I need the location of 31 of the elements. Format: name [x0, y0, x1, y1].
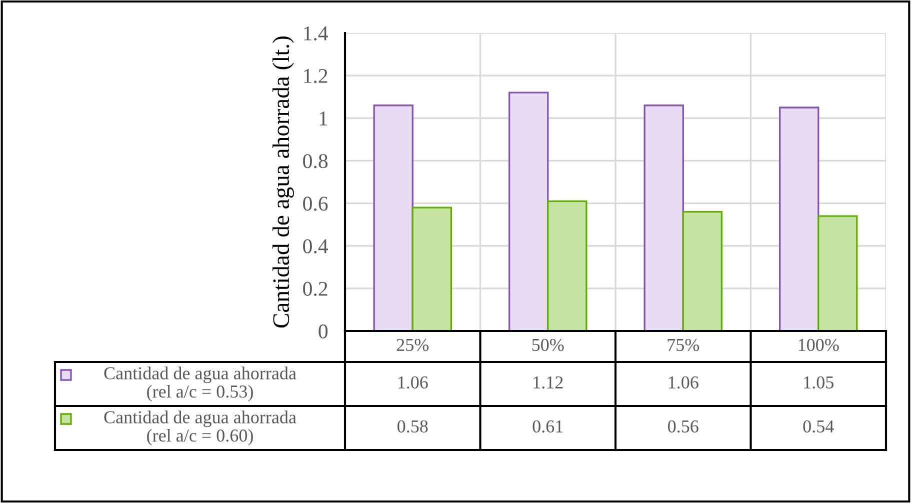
data-label: 1.05 [804, 376, 834, 389]
x-tick-label: 100% [798, 338, 839, 352]
data-label: 1.06 [668, 376, 698, 389]
x-tick-label: 50% [532, 338, 564, 352]
x-tick-label: 25% [396, 338, 429, 352]
bar [778, 106, 820, 331]
y-tick-label: 1.4 [304, 26, 328, 41]
bar [682, 210, 723, 331]
y-tick-label: 0.4 [303, 239, 328, 254]
y-tick-label: 1.2 [304, 69, 328, 84]
y-tick-label: 0.8 [303, 154, 328, 168]
y-tick-label: 0.2 [303, 282, 328, 296]
bar [508, 92, 549, 331]
data-label: 1.06 [398, 376, 428, 389]
y-axis-title: Cantidad de agua ahorrada (lt.) [272, 36, 294, 328]
data-label: 0.58 [398, 420, 428, 433]
legend-label: Cantidad de agua ahorrada (rel a/c = 0.53) [104, 366, 296, 402]
legend-label: Cantidad de agua ahorrada (rel a/c = 0.60) [104, 410, 296, 446]
bar [644, 104, 684, 331]
x-tick-label: 75% [668, 338, 700, 352]
data-label: 0.56 [668, 420, 698, 433]
bar [412, 206, 452, 331]
data-label: 1.12 [534, 376, 563, 389]
data-label: 0.61 [532, 420, 563, 433]
y-tick-label: 0 [318, 324, 328, 338]
bar [547, 200, 588, 331]
bar [818, 215, 858, 331]
data-label: 0.54 [803, 420, 834, 433]
y-tick-label: 0.6 [303, 196, 328, 211]
y-tick-label: 1 [320, 112, 328, 126]
bar [373, 104, 414, 331]
